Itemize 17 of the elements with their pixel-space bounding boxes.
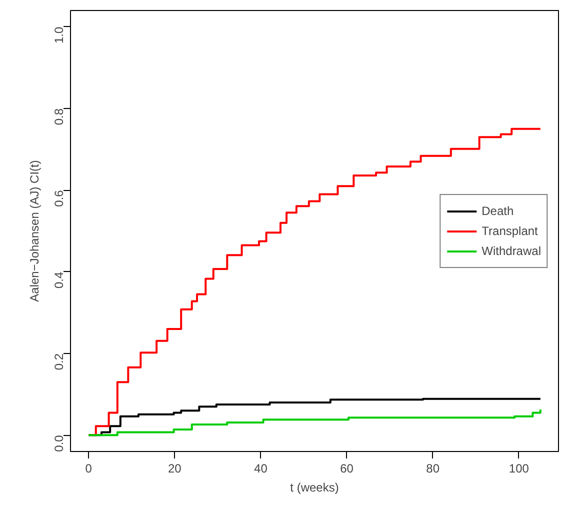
x-tick-label: 20: [168, 462, 182, 476]
legend-label: Death: [482, 204, 514, 218]
x-tick-label: 0: [85, 462, 92, 476]
legend-label: Transplant: [482, 224, 538, 238]
x-tick-label: 100: [508, 462, 530, 476]
x-tick-label: 60: [340, 462, 354, 476]
y-tick-label: 0.2: [52, 353, 66, 370]
y-axis-title: Aalen−Johansen (AJ) CI(t): [28, 160, 42, 302]
x-tick-label: 40: [254, 462, 268, 476]
x-axis-title: t (weeks): [290, 480, 339, 494]
y-tick-label: 0.0: [52, 434, 66, 452]
y-tick-label: 1.0: [52, 26, 66, 44]
legend-label: Withdrawal: [482, 244, 541, 258]
x-tick-label: 80: [426, 462, 440, 476]
y-tick-label: 0.8: [52, 108, 66, 126]
y-tick-label: 0.4: [52, 272, 66, 289]
y-tick-label: 0.6: [52, 190, 66, 207]
